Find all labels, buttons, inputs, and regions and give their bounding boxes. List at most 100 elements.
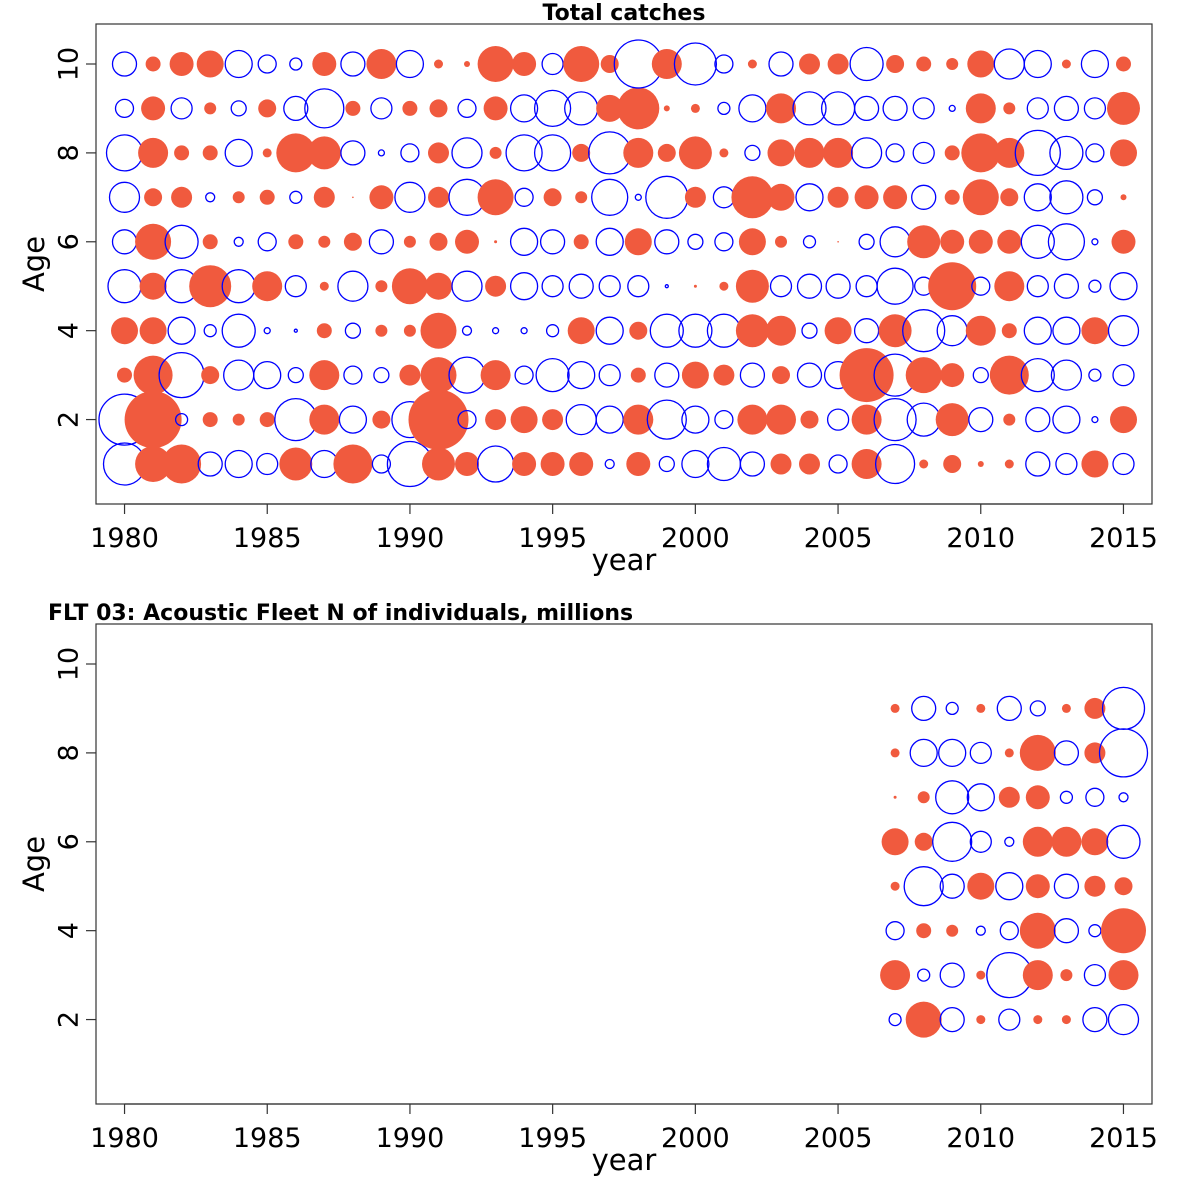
x-tick-label-2010: 2010 xyxy=(946,1123,1015,1154)
bubble-1988-age-5 xyxy=(337,270,369,302)
bubble-2006-age-8 xyxy=(850,137,883,169)
bubble-1981-age-8 xyxy=(138,137,169,168)
bubble-2015-age-3 xyxy=(1108,960,1139,991)
bubble-2000-age-9 xyxy=(690,103,700,113)
bubble-2012-age-10 xyxy=(1023,49,1052,79)
bubble-1985-age-6 xyxy=(257,232,277,252)
bubble-1986-age-1 xyxy=(279,447,313,481)
bubble-2004-age-10 xyxy=(799,53,820,75)
bubble-1980-age-3 xyxy=(117,367,132,383)
bubble-1983-age-4 xyxy=(203,324,217,338)
bubble-2007-age-5 xyxy=(876,267,914,305)
bubble-1981-age-3 xyxy=(133,355,173,395)
bubble-2013-age-10 xyxy=(1061,59,1071,69)
y-tick-label-10: 10 xyxy=(53,47,84,81)
bubble-2011-age-3 xyxy=(989,355,1029,395)
bubble-2003-age-9 xyxy=(766,93,796,124)
bubble-2005-age-4 xyxy=(824,317,852,345)
bubble-2010-age-7 xyxy=(962,179,999,216)
bubble-2011-age-4 xyxy=(999,921,1019,941)
bubble-1993-age-2 xyxy=(485,409,507,431)
bubble-2004-age-9 xyxy=(792,91,827,126)
bubble-2009-age-1 xyxy=(943,455,962,473)
bubble-2012-age-6 xyxy=(1020,224,1055,259)
bubble-1995-age-6 xyxy=(539,229,566,255)
bubble-1989-age-8 xyxy=(377,149,386,157)
bubble-2003-age-10 xyxy=(768,51,794,77)
bubble-1994-age-8 xyxy=(505,134,543,172)
bubble-2015-age-6 xyxy=(1106,824,1141,859)
bubble-2006-age-2 xyxy=(851,404,882,435)
bubble-2007-age-2 xyxy=(888,1012,902,1027)
bubble-1998-age-4 xyxy=(629,321,648,340)
bubble-2009-age-6 xyxy=(932,821,973,862)
bubble-layer xyxy=(880,686,1149,1038)
bubble-1982-age-4 xyxy=(167,316,196,345)
x-tick-label-2000: 2000 xyxy=(661,1123,730,1154)
y-tick-label-2: 2 xyxy=(53,1011,84,1028)
bubble-1988-age-9 xyxy=(345,100,361,116)
bubble-2007-age-1 xyxy=(874,443,916,485)
bubble-2010-age-8 xyxy=(961,133,1001,173)
bubble-1983-age-7 xyxy=(205,192,216,203)
bubble-1988-age-10 xyxy=(340,51,366,77)
y-axis-label: Age xyxy=(17,836,51,892)
bubble-2004-age-2 xyxy=(800,410,819,429)
bubble-2015-age-1 xyxy=(1112,452,1135,476)
bubble-2011-age-5 xyxy=(995,872,1024,901)
bubble-2015-age-8 xyxy=(1110,139,1137,167)
bubble-1980-age-10 xyxy=(111,51,138,77)
bubble-2015-age-7 xyxy=(1120,194,1127,201)
bubble-1993-age-4 xyxy=(491,327,500,335)
bubble-1982-age-1 xyxy=(162,444,202,484)
x-axis: 1980 1985 1990 1995 2000 2005 2010 2015 xyxy=(90,1103,1158,1154)
bubble-1995-age-10 xyxy=(541,52,564,76)
bubble-1992-age-6 xyxy=(455,229,479,254)
bubble-1998-age-8 xyxy=(623,137,654,168)
bubble-1992-age-4 xyxy=(461,325,473,336)
bubble-2009-age-2 xyxy=(935,403,969,437)
bubble-2008-age-2 xyxy=(906,402,941,437)
bubble-2014-age-6 xyxy=(1091,238,1099,246)
bubble-2003-age-1 xyxy=(770,453,792,475)
bubble-1996-age-7 xyxy=(575,191,588,204)
bubble-1997-age-9 xyxy=(596,94,624,122)
bubble-1986-age-7 xyxy=(289,190,303,204)
bubble-2002-age-9 xyxy=(738,94,767,123)
bubble-1991-age-4 xyxy=(420,312,457,349)
bubble-1985-age-8 xyxy=(262,148,272,158)
bubble-1985-age-1 xyxy=(256,452,279,476)
bubble-1993-age-7 xyxy=(477,179,514,216)
bubble-2009-age-7 xyxy=(944,189,960,205)
bubble-2009-age-4 xyxy=(946,924,959,937)
bubble-2013-age-3 xyxy=(1050,359,1083,391)
bubble-2006-age-3 xyxy=(839,348,894,403)
bubble-2001-age-5 xyxy=(719,281,729,291)
bubble-1983-age-2 xyxy=(202,412,218,428)
x-tick-label-2015: 2015 xyxy=(1089,523,1158,554)
bubble-1997-age-6 xyxy=(595,227,624,256)
bubble-2010-age-2 xyxy=(968,406,994,433)
bubble-2012-age-6 xyxy=(1022,826,1053,857)
bubble-2010-age-3 xyxy=(972,366,989,384)
bubble-2007-age-8 xyxy=(885,143,905,163)
bubble-1982-age-8 xyxy=(174,145,190,161)
bubble-1995-age-3 xyxy=(535,357,570,393)
bubble-1985-age-7 xyxy=(259,189,275,205)
bubble-1980-age-8 xyxy=(105,134,144,172)
bubble-2010-age-4 xyxy=(965,315,996,346)
bubble-1986-age-8 xyxy=(276,133,316,173)
bubble-2002-age-8 xyxy=(744,144,761,162)
bubble-1986-age-6 xyxy=(288,234,304,250)
bubble-1999-age-7 xyxy=(645,175,689,219)
bubble-2009-age-2 xyxy=(939,1006,965,1033)
y-axis: 2 4 6 8 10 xyxy=(53,47,96,428)
bubble-2015-age-8 xyxy=(1098,728,1149,778)
bubble-2007-age-9 xyxy=(890,703,900,713)
bubble-2013-age-9 xyxy=(1061,703,1071,713)
bubble-2008-age-9 xyxy=(912,97,935,120)
bubble-1996-age-6 xyxy=(573,234,589,250)
bubble-1995-age-7 xyxy=(543,188,562,207)
bubble-1986-age-5 xyxy=(284,275,307,298)
bubble-1999-age-1 xyxy=(658,455,675,473)
